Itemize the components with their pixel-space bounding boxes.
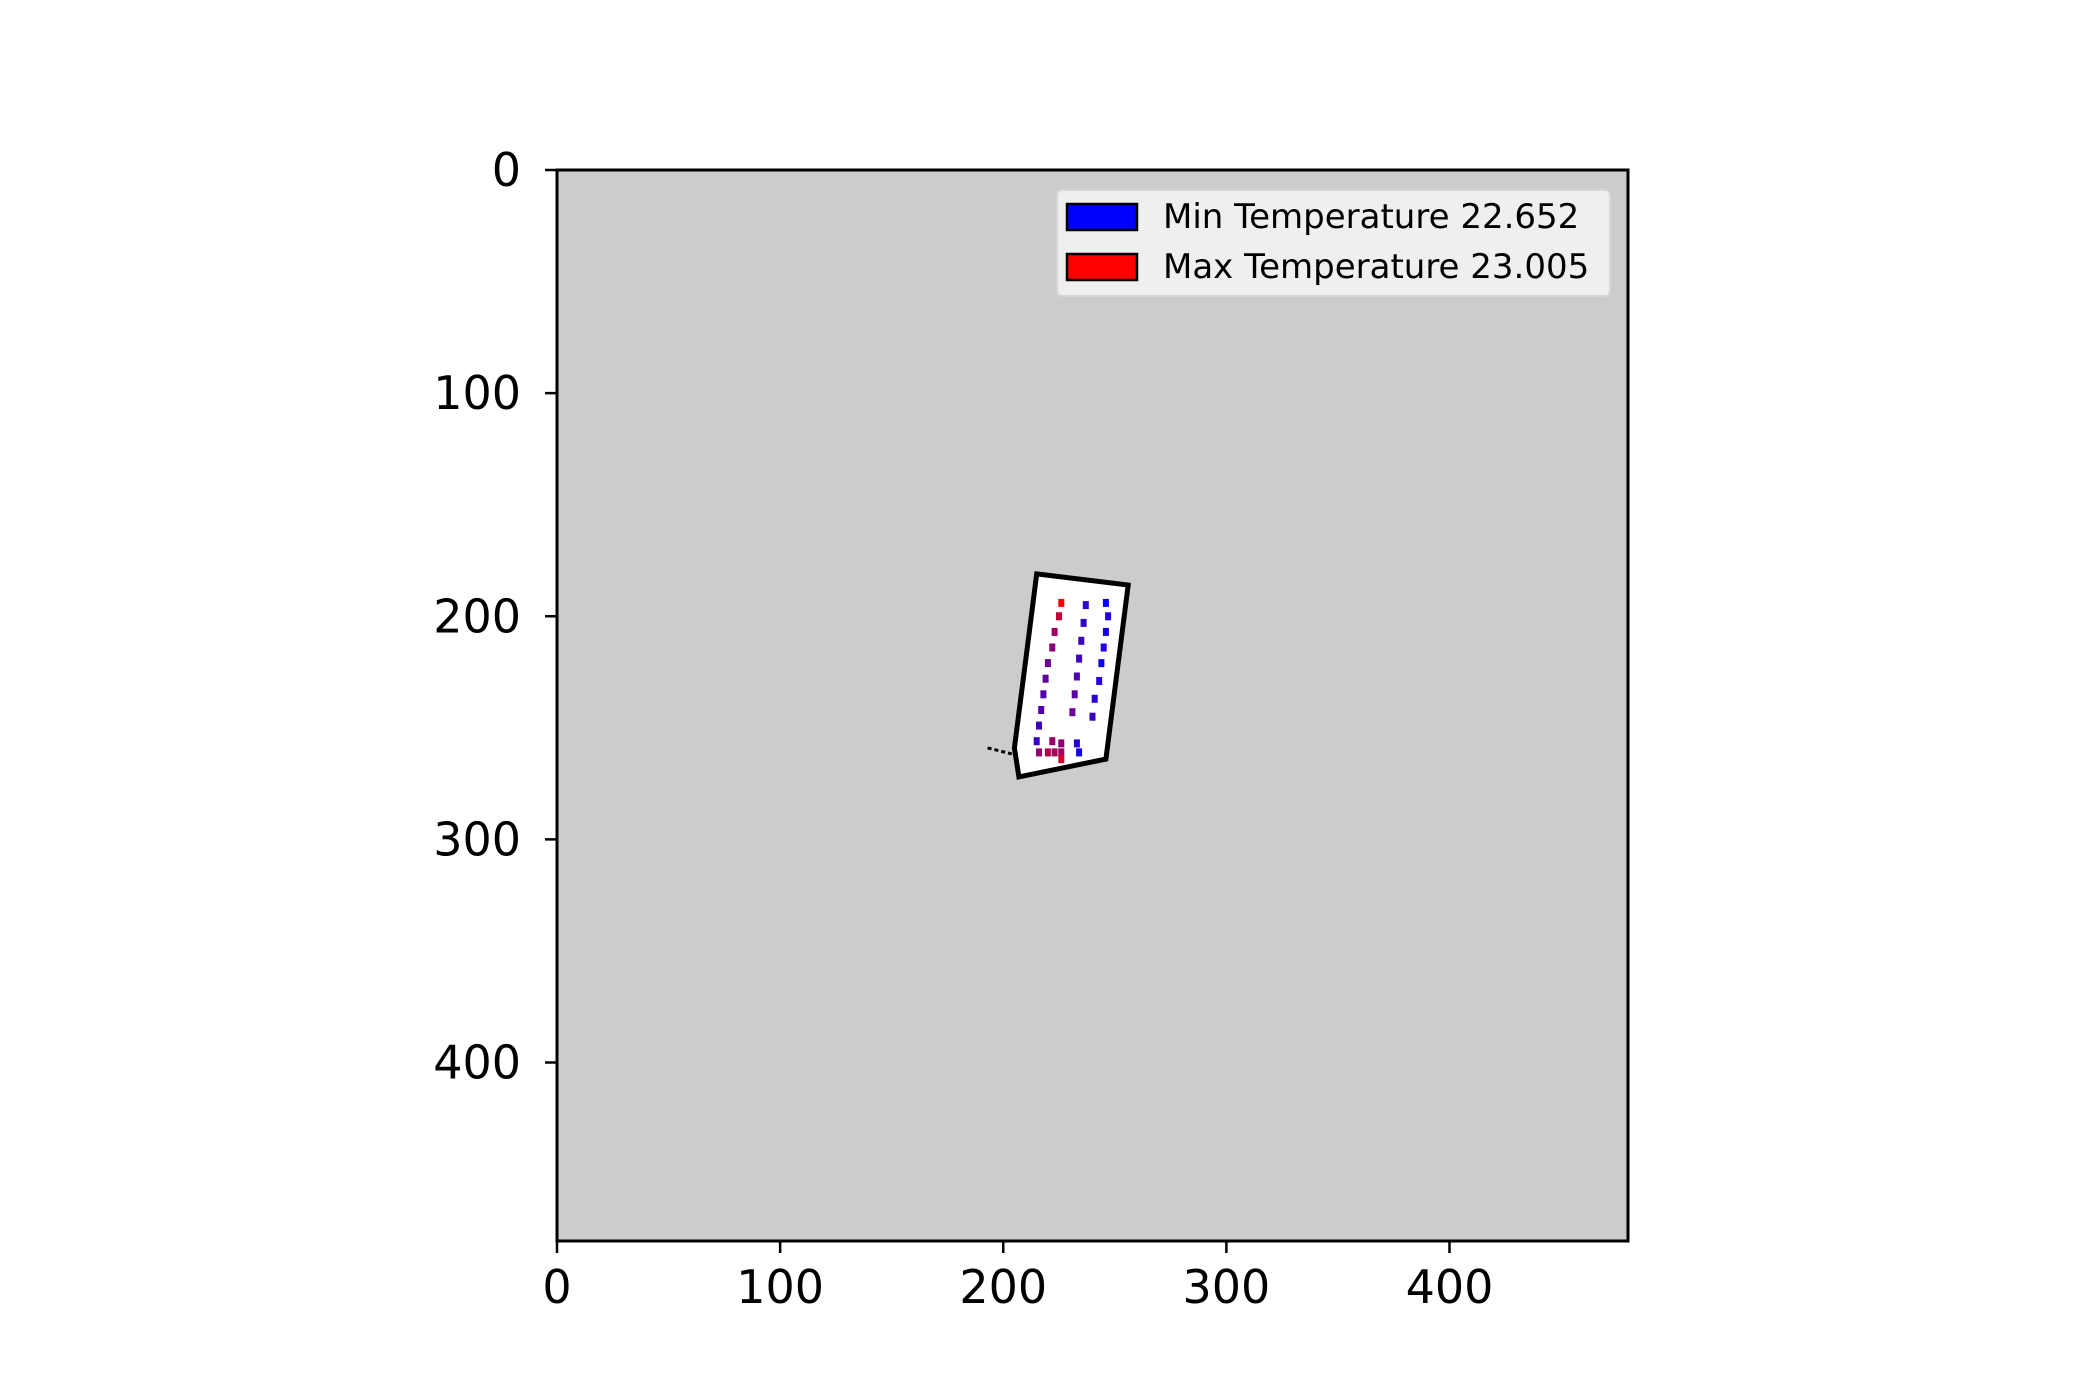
temperature-point-27 xyxy=(1036,748,1042,757)
x-tick-label-100: 100 xyxy=(736,1260,824,1314)
legend-label-0: Min Temperature 22.652 xyxy=(1163,197,1579,237)
temperature-point-15 xyxy=(1071,690,1078,699)
temperature-point-11 xyxy=(1080,618,1087,627)
temperature-point-22 xyxy=(1096,677,1103,685)
legend-label-1: Max Temperature 23.005 xyxy=(1163,247,1589,287)
y-tick-label-300: 300 xyxy=(433,812,521,866)
temperature-point-26 xyxy=(1058,739,1065,748)
temperature-point-33 xyxy=(1076,748,1083,757)
temperature-point-3 xyxy=(1049,643,1056,652)
x-tick-label-300: 300 xyxy=(1182,1260,1270,1314)
temperature-point-2 xyxy=(1051,627,1058,636)
x-tick-label-0: 0 xyxy=(542,1260,571,1314)
temperature-point-30 xyxy=(1058,748,1065,757)
temperature-point-32 xyxy=(1073,739,1080,748)
temperature-point-5 xyxy=(1042,674,1049,683)
temperature-point-4 xyxy=(1044,659,1051,668)
x-tick-label-200: 200 xyxy=(959,1260,1047,1314)
temperature-point-28 xyxy=(1044,748,1051,757)
temperature-point-12 xyxy=(1078,636,1085,645)
temperature-point-19 xyxy=(1102,627,1109,636)
y-tick-label-0: 0 xyxy=(492,143,521,197)
legend-swatch-0 xyxy=(1065,202,1139,232)
plot-area xyxy=(557,170,1628,1241)
legend-box xyxy=(1056,189,1611,297)
temperature-point-6 xyxy=(1040,690,1047,699)
temperature-point-9 xyxy=(1033,737,1040,746)
temperature-point-7 xyxy=(1038,706,1045,714)
temperature-point-17 xyxy=(1102,598,1109,607)
x-tick-label-400: 400 xyxy=(1406,1260,1494,1314)
temperature-point-20 xyxy=(1100,643,1107,652)
y-tick-label-100: 100 xyxy=(433,366,521,420)
axes-frame xyxy=(555,168,1630,1243)
temperature-point-1 xyxy=(1056,612,1062,621)
map-outline xyxy=(1011,571,1131,780)
temperature-point-25 xyxy=(1049,737,1056,746)
legend-swatch-1 xyxy=(1065,252,1139,282)
temperature-point-31 xyxy=(1058,755,1065,764)
temperature-point-8 xyxy=(1036,721,1042,730)
temperature-point-29 xyxy=(1051,748,1058,757)
axes: 0 100 200 300 400 0 100 200 300 400 xyxy=(433,143,1630,1314)
temperature-points xyxy=(1033,598,1112,764)
temperature-point-21 xyxy=(1098,659,1105,668)
temperature-point-23 xyxy=(1091,694,1098,703)
temperature-point-0 xyxy=(1058,598,1065,607)
temperature-point-14 xyxy=(1073,672,1080,681)
temperature-point-10 xyxy=(1082,601,1089,610)
y-tick-label-200: 200 xyxy=(433,589,521,643)
temperature-point-18 xyxy=(1105,612,1112,621)
temperature-point-13 xyxy=(1076,654,1083,663)
legend: Min Temperature 22.652 Max Temperature 23… xyxy=(1056,189,1611,297)
temperature-point-16 xyxy=(1069,708,1076,717)
temperature-point-24 xyxy=(1089,712,1096,721)
y-tick-label-400: 400 xyxy=(433,1036,521,1090)
map-stub xyxy=(987,746,1015,757)
